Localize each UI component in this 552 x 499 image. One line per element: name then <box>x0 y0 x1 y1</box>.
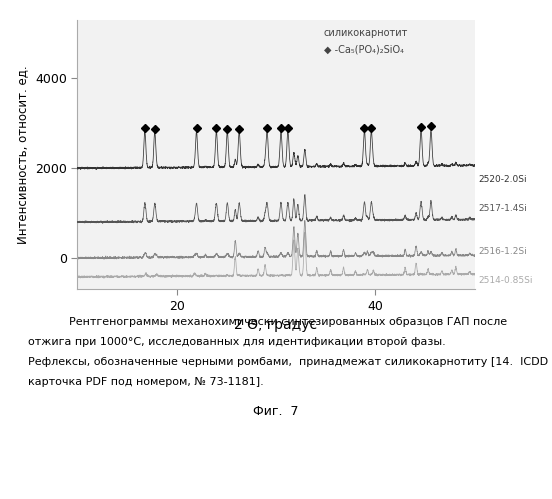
Text: 2516-1.2Si: 2516-1.2Si <box>479 247 528 256</box>
Text: 2520-2.0Si: 2520-2.0Si <box>479 175 527 184</box>
Y-axis label: Интенсивность, относит. ед.: Интенсивность, относит. ед. <box>17 65 29 244</box>
X-axis label: 2 Θ, градус: 2 Θ, градус <box>235 318 317 332</box>
Text: 2514-0.85Si: 2514-0.85Si <box>479 276 533 285</box>
Text: силикокарнотит: силикокарнотит <box>323 28 408 38</box>
Text: карточка PDF под номером, № 73-1181].: карточка PDF под номером, № 73-1181]. <box>28 377 263 387</box>
Text: ◆ -Ca₅(PO₄)₂SiO₄: ◆ -Ca₅(PO₄)₂SiO₄ <box>323 44 404 54</box>
Text: 2517-1.4Si: 2517-1.4Si <box>479 204 528 213</box>
Text: Фиг.  7: Фиг. 7 <box>253 405 299 418</box>
Text: Рентгенограммы механохимически синтезированных образцов ГАП после: Рентгенограммы механохимически синтезиро… <box>55 317 507 327</box>
Text: отжига при 1000°C, исследованных для идентификации второй фазы.: отжига при 1000°C, исследованных для иде… <box>28 337 445 347</box>
Text: Рефлексы, обозначенные черными ромбами,  принадмежат силикокарнотиту [14.  ICDD: Рефлексы, обозначенные черными ромбами, … <box>28 357 548 367</box>
